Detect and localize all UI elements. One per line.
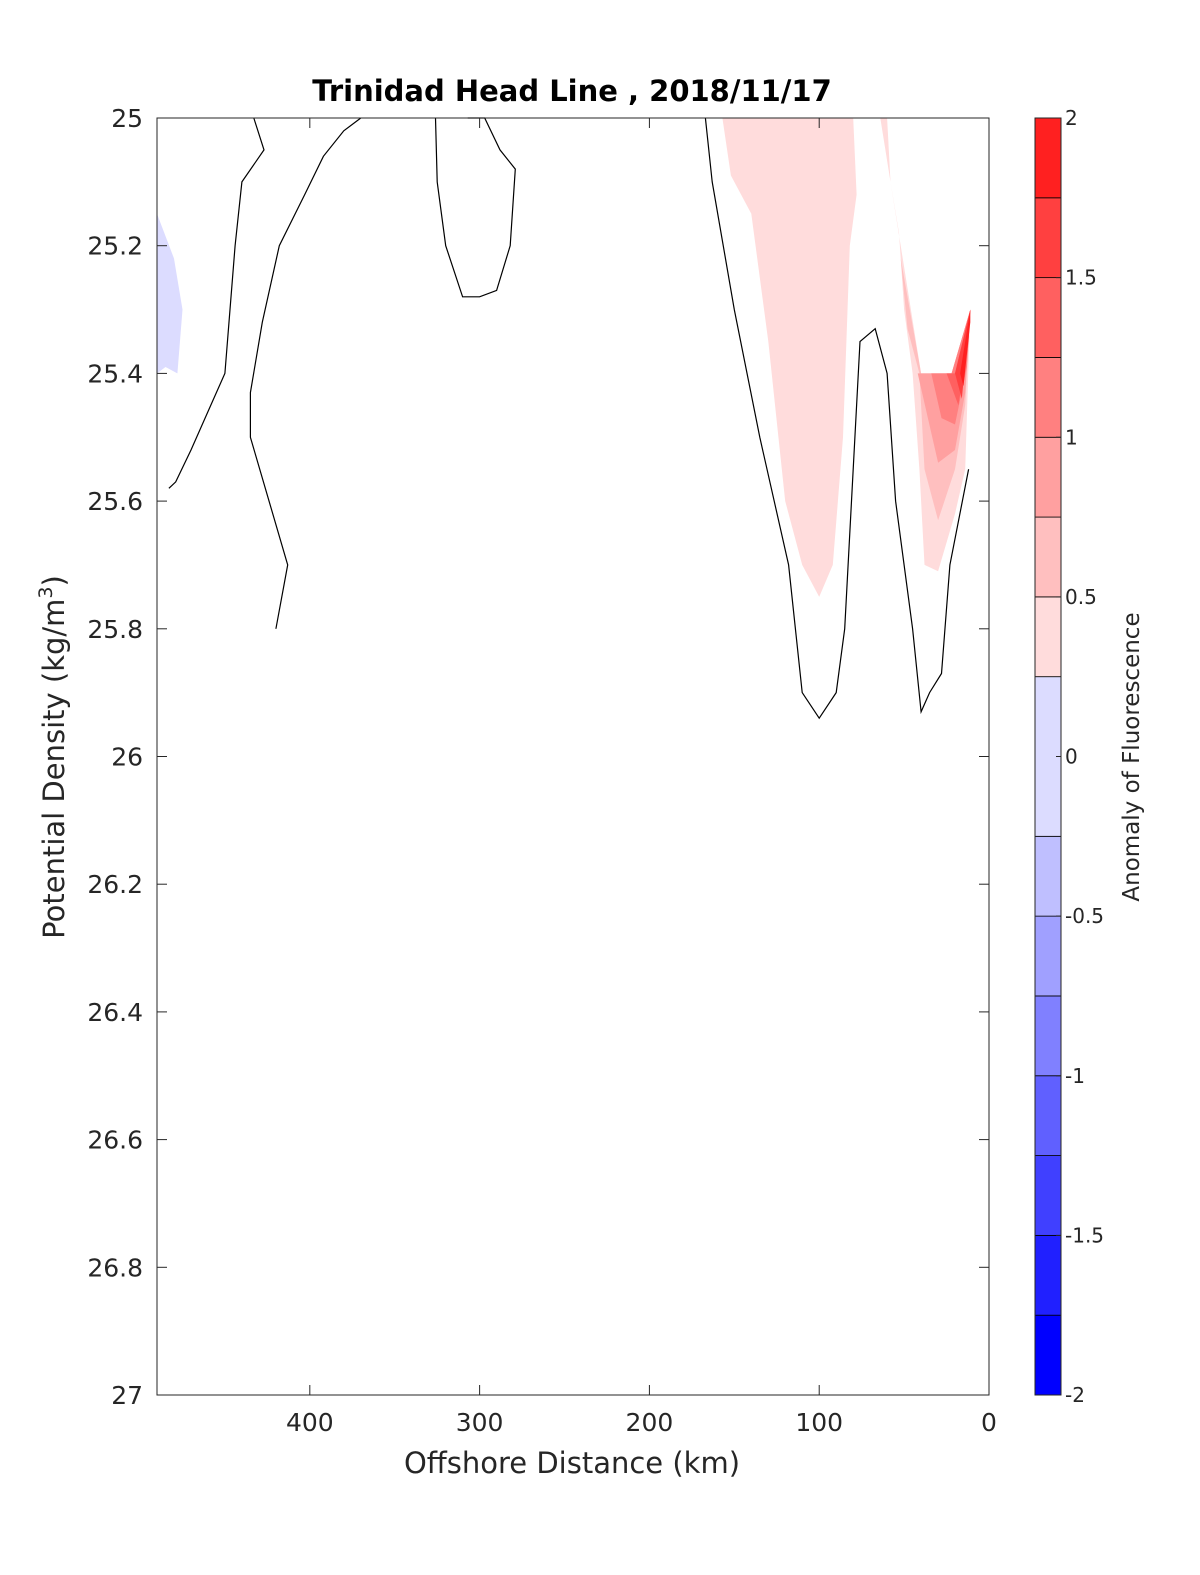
y-tick-label: 25.4: [87, 359, 143, 388]
x-tick-label: 300: [456, 1408, 504, 1437]
colorbar-band: [1034, 1234, 1062, 1316]
x-tick-label: 100: [795, 1408, 843, 1437]
contour-lines: [168, 117, 970, 720]
zero-contour-mid: [434, 117, 516, 298]
colorbar-band: [1034, 995, 1062, 1077]
colorbar-band: [1034, 1314, 1062, 1396]
plot-background: [157, 118, 989, 1395]
colorbar-band: [1034, 1075, 1062, 1156]
colorbar-tick-label: 0.5: [1065, 585, 1097, 609]
colorbar-ticks: -2 -1.5 -1 -0.5 0 0.5 1 1.5 2: [1056, 106, 1104, 1407]
colorbar-band: [1034, 516, 1062, 598]
y-tick-label: 26.4: [87, 998, 143, 1027]
y-tick-label: 27: [111, 1381, 143, 1410]
x-axis-label: Offshore Distance (km): [404, 1446, 740, 1480]
y-axis-label: Potential Density (kg/m3): [35, 575, 71, 939]
y-tick-label: 26: [111, 743, 143, 772]
colorbar-tick-label: 0: [1065, 745, 1078, 769]
zero-contour-left-a: [168, 117, 265, 489]
x-axis-ticks: 400 300 200 100 0: [286, 118, 997, 1437]
y-axis-ticks: 25 25.2 25.4 25.6 25.8 26 26.2 26.4 26.6 26.8 27: [87, 104, 989, 1410]
y-tick-label: 25.2: [87, 232, 143, 261]
colorbar-band: [1034, 1155, 1062, 1236]
y-tick-label: 26.8: [87, 1253, 143, 1282]
colorbar-band: [1034, 596, 1062, 678]
colorbar-tick-label: -1.5: [1065, 1223, 1104, 1247]
region-positive-coastal-175: [960, 309, 971, 387]
y-tick-label: 26.6: [87, 1126, 143, 1155]
colorbar-tick-label: -1: [1065, 1064, 1085, 1088]
x-tick-label: 400: [286, 1408, 334, 1437]
y-tick-label: 25.6: [87, 487, 143, 516]
y-axis-label-superscript: 3: [35, 586, 57, 598]
colorbar-band: [1034, 436, 1062, 518]
colorbar-tick-label: -0.5: [1065, 904, 1104, 928]
colorbar-tick-label: 1.5: [1065, 266, 1097, 290]
colorbar-band: [1034, 277, 1062, 358]
plot-area: 400 300 200 100 0 25 25.2 25.4 25.6 25.8 26 26.2 26…: [87, 104, 997, 1437]
x-tick-label: 200: [626, 1408, 674, 1437]
region-positive-coastal-150: [955, 309, 971, 399]
region-negative-patch: [157, 213, 183, 374]
colorbar-tick-label: 1: [1065, 425, 1078, 449]
zero-contour-plume: [704, 117, 970, 720]
colorbar-band: [1034, 117, 1062, 199]
colorbar-tick-label: 2: [1065, 106, 1078, 130]
filled-contour-regions: [157, 118, 971, 597]
y-tick-label: 26.2: [87, 870, 143, 899]
colorbar-label: Anomaly of Fluorescence: [1119, 612, 1145, 901]
region-positive-coastal-100: [931, 309, 971, 425]
y-tick-label: 25.8: [87, 615, 143, 644]
y-tick-label: 25: [111, 104, 143, 133]
region-positive-coastal-125: [946, 309, 971, 406]
colorbar-tick-label: -2: [1065, 1383, 1085, 1407]
colorbar-band: [1034, 197, 1062, 279]
colorbar-bands: [1034, 117, 1062, 1396]
chart-title: Trinidad Head Line , 2018/11/17: [312, 74, 832, 108]
zero-contour-left-b: [249, 117, 362, 629]
colorbar-band: [1034, 835, 1062, 917]
x-tick-label: 0: [981, 1408, 997, 1437]
colorbar: -2 -1.5 -1 -0.5 0 0.5 1 1.5 2 Anomaly of Fluores…: [1034, 106, 1145, 1407]
region-positive-plume-outer: [722, 118, 857, 597]
colorbar-band: [1034, 357, 1062, 438]
colorbar-band: [1034, 915, 1062, 997]
y-axis-label-main: Potential Density (kg/m: [37, 599, 71, 939]
y-axis-label-close: ): [37, 575, 71, 586]
